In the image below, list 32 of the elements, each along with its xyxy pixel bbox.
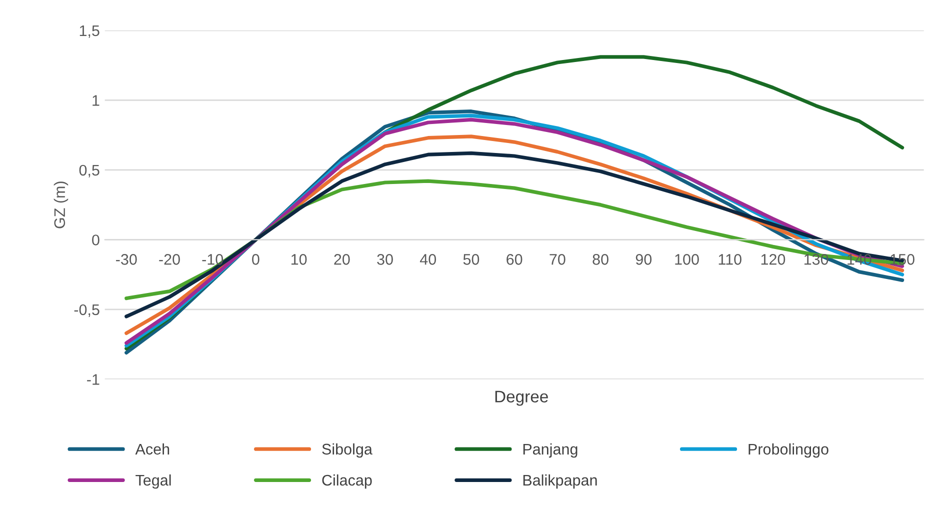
x-tick-label: 110 <box>718 254 742 265</box>
y-tick-label: 0,5 <box>79 164 100 178</box>
x-axis-title: Degree <box>495 390 548 406</box>
x-tick-label: 20 <box>334 254 350 265</box>
x-tick-label: 120 <box>761 254 786 265</box>
x-tick-label: 130 <box>804 254 828 265</box>
x-tick-label: 80 <box>592 254 608 265</box>
legend-label: Panjang <box>523 443 578 458</box>
y-tick-label: 0 <box>92 234 100 246</box>
x-tick-label: 40 <box>420 254 436 265</box>
x-tick-label: -30 <box>116 254 137 265</box>
legend-label: Cilacap <box>322 474 372 489</box>
y-tick-label: 1 <box>92 95 100 106</box>
x-tick-label: 70 <box>550 254 566 265</box>
legend-label: Aceh <box>135 443 170 455</box>
x-tick-label: -20 <box>159 254 180 265</box>
x-tick-label: -10 <box>202 254 224 265</box>
x-tick-label: 10 <box>291 254 307 265</box>
x-tick-label: 60 <box>506 254 522 265</box>
x-tick-label: 30 <box>377 254 393 265</box>
legend-label: Sibolga <box>322 443 372 458</box>
y-tick-label: -0,5 <box>74 304 100 317</box>
y-axis-title: GZ (m) <box>54 182 68 228</box>
x-tick-label: 50 <box>463 254 480 265</box>
legend-label: Tegal <box>136 474 171 489</box>
legend-label: Balikpapan <box>523 474 597 489</box>
x-tick-label: 0 <box>252 254 260 265</box>
x-tick-label: 100 <box>675 254 699 265</box>
y-tick-label: 1,5 <box>80 25 100 38</box>
legend-label: Probolinggo <box>748 443 828 458</box>
x-tick-label: 90 <box>636 254 652 265</box>
y-tick-label: -1 <box>87 374 100 385</box>
